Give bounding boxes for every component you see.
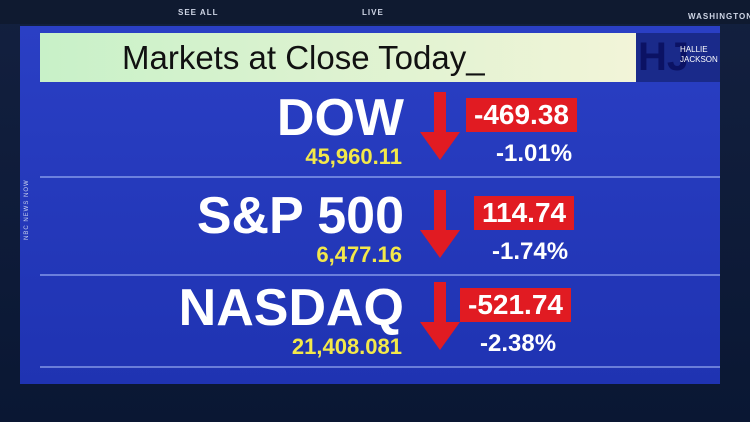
screen — [20, 26, 720, 384]
change: -521.74 — [460, 288, 571, 322]
live[interactable]: LIVE — [362, 8, 384, 17]
down-arrow — [420, 92, 464, 167]
index-name: S&P 500 — [196, 187, 404, 245]
down-arrow — [420, 282, 464, 357]
index-value: 21,408.081 — [291, 334, 402, 359]
market-row: S&P 500 6,477.16 114.74 -1.74% — [40, 184, 720, 276]
anchor-box: HJ HALLIE JACKSON — [636, 33, 720, 82]
change: 114.74 — [474, 196, 575, 230]
percent-change: -1.74% — [492, 238, 569, 265]
arrow-icon — [420, 190, 460, 258]
arrow-icon — [420, 282, 460, 350]
index-value: 6,477.16 — [316, 242, 402, 267]
market-row: DOW 45,960.11 -469.38 -1.01% — [40, 86, 720, 178]
down-arrow — [420, 190, 464, 265]
change: -469.38 — [466, 98, 577, 132]
top-bar: SEE ALL LIVE WASHINGTON — [0, 0, 750, 24]
see-all[interactable]: SEE ALL — [178, 8, 219, 17]
monogram: HJ — [638, 35, 690, 79]
side-text: NBC NEWS NOW — [24, 179, 30, 240]
index-value: 45,960.11 — [305, 144, 402, 169]
arrow-icon — [420, 92, 460, 160]
index-name: DOW — [276, 89, 404, 147]
index-name: NASDAQ — [178, 279, 404, 337]
percent-change: -1.01% — [496, 140, 573, 167]
location: WASHINGTON — [688, 12, 750, 21]
market-row: NASDAQ 21,408.081 -521.74 -2.38% — [40, 276, 720, 368]
anchor-name: HALLIE JACKSON — [680, 45, 718, 64]
percent-change: -2.38% — [480, 330, 557, 357]
title: Markets at Close Today_ — [40, 33, 636, 82]
